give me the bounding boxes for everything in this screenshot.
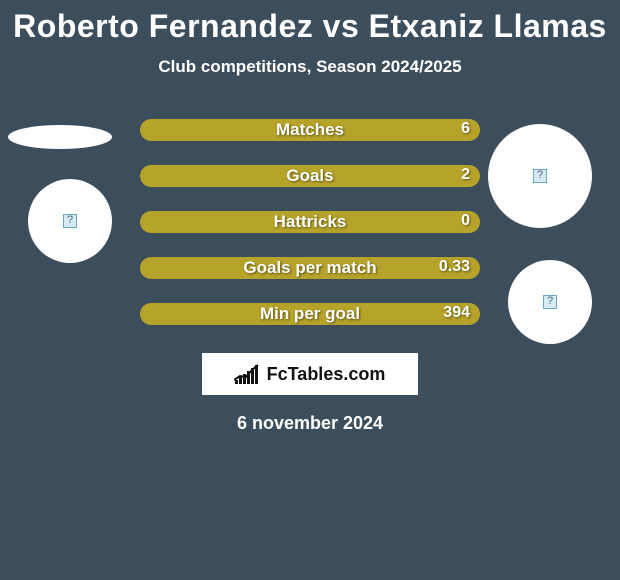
brand-text: FcTables.com <box>267 364 386 385</box>
image-placeholder-icon <box>543 295 557 309</box>
date-text: 6 november 2024 <box>0 413 620 434</box>
stat-row: Matches6 <box>140 119 480 141</box>
image-placeholder-icon <box>63 214 77 228</box>
brand-box: FcTables.com <box>202 353 418 395</box>
brand-trend-icon <box>234 362 262 384</box>
stat-bar <box>140 303 480 325</box>
avatar-left-circle <box>28 179 112 263</box>
stat-bar <box>140 119 480 141</box>
avatar-left-ellipse <box>8 125 112 149</box>
stat-row: Hattricks0 <box>140 211 480 233</box>
stat-bar <box>140 257 480 279</box>
page-title: Roberto Fernandez vs Etxaniz Llamas <box>0 0 620 45</box>
brand-chart-icon <box>235 364 261 384</box>
stat-row: Goals2 <box>140 165 480 187</box>
stat-row: Goals per match0.33 <box>140 257 480 279</box>
stat-rows: Matches6 Goals2 Hattricks0 Goals per match0… <box>140 119 480 325</box>
image-placeholder-icon <box>533 169 547 183</box>
stat-bar <box>140 165 480 187</box>
avatar-right-bottom-circle <box>508 260 592 344</box>
stat-bar <box>140 211 480 233</box>
subtitle: Club competitions, Season 2024/2025 <box>0 57 620 77</box>
avatar-right-top-circle <box>488 124 592 228</box>
stat-row: Min per goal394 <box>140 303 480 325</box>
